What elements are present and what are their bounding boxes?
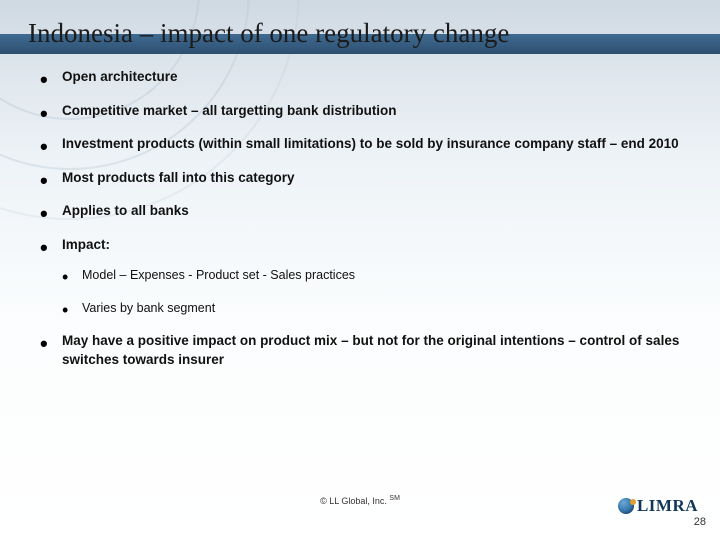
bullet-text: May have a positive impact on product mi… [62,333,679,368]
bullet-text: Model – Expenses - Product set - Sales p… [82,268,355,282]
bullet-text: Investment products (within small limita… [62,136,679,151]
list-item: Varies by bank segment [62,299,686,317]
title-region: Indonesia – impact of one regulatory cha… [0,0,720,49]
content-region: Open architecture Competitive market – a… [0,49,720,370]
bullet-text: Competitive market – all targetting bank… [62,103,397,118]
logo-text: LIMRA [637,496,698,516]
footer-region: © LL Global, Inc. SM LIMRA 28 [0,482,720,530]
bullet-text: Open architecture [62,69,178,84]
list-item: Applies to all banks [40,201,686,221]
list-item: Model – Expenses - Product set - Sales p… [62,266,686,284]
copyright-text: © LL Global, Inc. SM [320,495,400,506]
copyright-label: © LL Global, Inc. [320,496,387,506]
list-item: Open architecture [40,67,686,87]
globe-icon [618,498,634,514]
bullet-text: Impact: [62,237,110,252]
brand-logo: LIMRA [618,496,698,516]
copyright-mark: SM [389,495,400,502]
bullet-list: Open architecture Competitive market – a… [40,67,686,370]
bullet-text: Most products fall into this category [62,170,295,185]
sub-bullet-list: Model – Expenses - Product set - Sales p… [62,266,686,316]
bullet-text: Applies to all banks [62,203,189,218]
page-number: 28 [694,516,706,528]
list-item: Impact: Model – Expenses - Product set -… [40,235,686,317]
slide-title: Indonesia – impact of one regulatory cha… [28,18,692,49]
list-item: Most products fall into this category [40,168,686,188]
bullet-text: Varies by bank segment [82,301,215,315]
list-item: May have a positive impact on product mi… [40,331,686,370]
list-item: Competitive market – all targetting bank… [40,101,686,121]
list-item: Investment products (within small limita… [40,134,686,154]
